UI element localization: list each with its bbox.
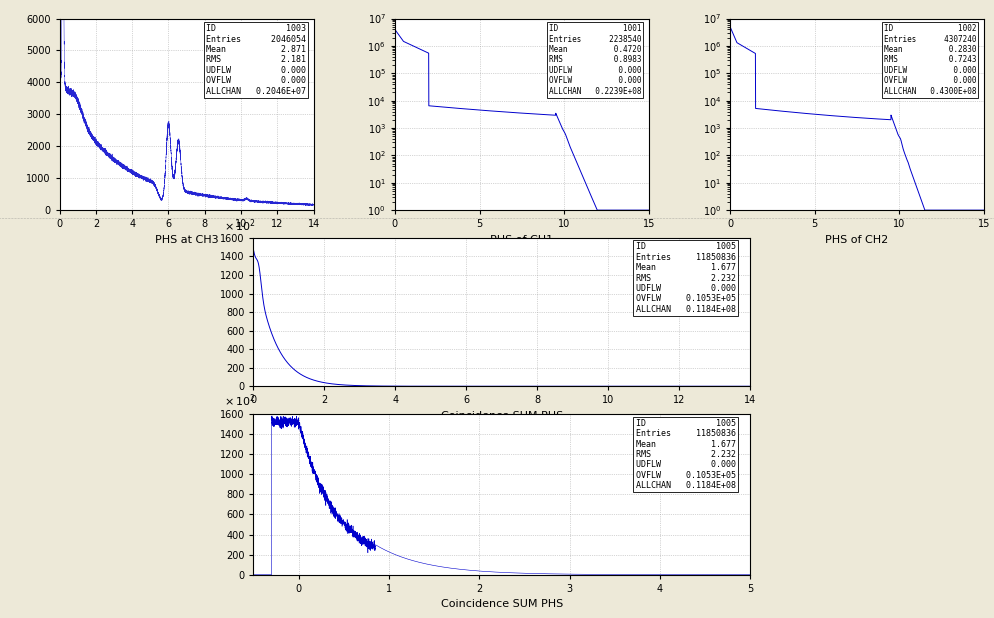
X-axis label: PHS at CH3: PHS at CH3 xyxy=(155,235,219,245)
Text: ID              1005
Entries     11850836
Mean           1.677
RMS            2.: ID 1005 Entries 11850836 Mean 1.677 RMS … xyxy=(635,242,736,314)
Text: ID              1001
Entries      2238540
Mean          0.4720
RMS           0.8: ID 1001 Entries 2238540 Mean 0.4720 RMS … xyxy=(549,24,641,96)
Text: $\times\,10^2$: $\times\,10^2$ xyxy=(224,393,255,410)
Text: ID              1003
Entries      2046054
Mean           2.871
RMS            2.: ID 1003 Entries 2046054 Mean 2.871 RMS 2… xyxy=(206,24,306,96)
Text: $\times\,10^2$: $\times\,10^2$ xyxy=(224,218,255,234)
Text: ID              1005
Entries     11850836
Mean           1.677
RMS            2.: ID 1005 Entries 11850836 Mean 1.677 RMS … xyxy=(635,419,736,490)
X-axis label: Coincidence SUM PHS: Coincidence SUM PHS xyxy=(441,411,563,421)
X-axis label: Coincidence SUM PHS: Coincidence SUM PHS xyxy=(441,599,563,609)
X-axis label: PHS of CH1: PHS of CH1 xyxy=(490,235,554,245)
Text: ID              1002
Entries      4307240
Mean          0.2830
RMS           0.7: ID 1002 Entries 4307240 Mean 0.2830 RMS … xyxy=(884,24,976,96)
X-axis label: PHS of CH2: PHS of CH2 xyxy=(825,235,889,245)
